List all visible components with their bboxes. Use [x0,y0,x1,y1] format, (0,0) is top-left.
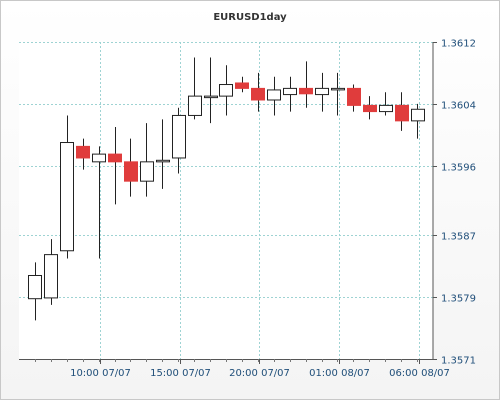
candle [267,76,281,116]
y-tick-label: 1.3587 [441,232,476,243]
chart-title: EURUSD1day [213,12,287,23]
candle-body-up [204,95,218,99]
candle [28,262,42,321]
candle-body-down [299,87,313,95]
candle-body-up [44,254,58,299]
candle [156,119,170,189]
candle [235,76,249,93]
candle [188,57,202,120]
candle-body-down [235,82,249,89]
candle [44,239,58,305]
candle [395,92,409,131]
candle [379,92,393,116]
candle-body-up [156,159,170,163]
candle-body-up [315,87,329,96]
candle [299,61,313,108]
candle [283,76,297,112]
candle [315,72,329,112]
candle-body-down [395,104,409,122]
candle-body-up [92,153,106,163]
candle-body-down [108,153,122,163]
candle-body-down [76,145,90,159]
grid-lines [19,42,433,360]
y-tick-label: 1.3612 [441,39,476,50]
candle-body-down [251,87,265,101]
candle [251,72,265,112]
candles [28,57,425,321]
candle [363,96,377,120]
y-tick-label: 1.3596 [441,163,476,174]
x-tick-label: 15:00 07/07 [150,368,211,379]
y-tick-label: 1.3604 [441,101,476,112]
x-tick-label: 20:00 07/07 [229,368,290,379]
candle-body-up [267,89,281,101]
y-tick-label: 1.3579 [441,294,476,305]
y-tick-label: 1.3571 [441,356,476,367]
candle-body-down [347,87,361,106]
x-tick-label: 06:00 08/07 [389,368,450,379]
candle-body-up [411,108,425,122]
candle [60,115,74,259]
candle-body-up [331,87,345,91]
candle [172,107,186,174]
y-axis: 1.3612 1.3604 1.3596 1.3587 1.3579 1.3571 [432,39,476,367]
candle [347,84,361,112]
candle [124,138,138,197]
x-tick-label: 01:00 08/07 [309,368,370,379]
x-tick-label: 10:00 07/07 [70,368,131,379]
candle-body-up [28,274,42,300]
candle [92,146,106,259]
candle-body-down [363,104,377,113]
candle [411,103,425,139]
candle [331,72,345,116]
candle [204,57,218,124]
candle-body-down [124,161,138,182]
candle-body-up [188,95,202,116]
candle-body-up [379,104,393,113]
candle-body-up [140,161,154,182]
candle-body-up [172,114,186,159]
candle-body-up [283,87,297,96]
x-axis: 10:00 07/07 15:00 07/07 20:00 07/07 01:00 0… [19,359,450,379]
candle [108,127,122,205]
candle [76,138,90,170]
candle-body-up [219,84,233,97]
candle [219,65,233,116]
candle [140,123,154,197]
candle-body-up [60,142,74,252]
